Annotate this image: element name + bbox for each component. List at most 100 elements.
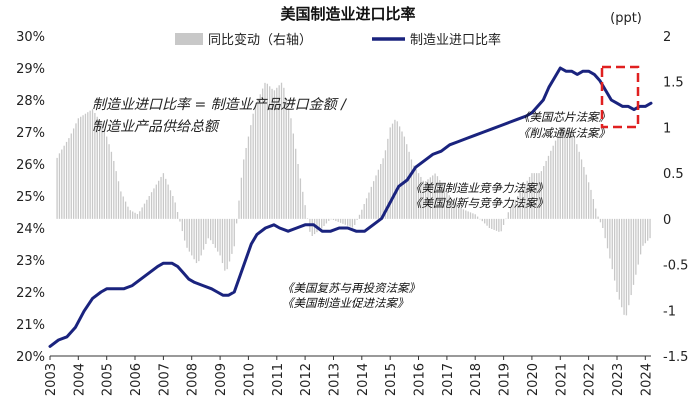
x-tick-label: 2013 bbox=[328, 363, 343, 396]
yoy-bar-124 bbox=[349, 218, 351, 227]
yoy-bar-62 bbox=[202, 218, 205, 250]
yoy-bar-13 bbox=[87, 112, 89, 219]
yoy-bar-21 bbox=[106, 136, 108, 219]
yoy-bar-223 bbox=[583, 167, 585, 219]
y-right-tick-label: 1.5 bbox=[663, 76, 684, 91]
yoy-bar-52 bbox=[179, 218, 181, 222]
yoy-bar-182 bbox=[486, 218, 488, 226]
yoy-bar-129 bbox=[361, 209, 363, 219]
x-tick-label: 2017 bbox=[441, 363, 456, 396]
yoy-bar-195 bbox=[517, 196, 519, 219]
yoy-bar-61 bbox=[200, 218, 202, 256]
formula-line-1: 制造业进口比率 = 制造业产品进口金额 / bbox=[92, 97, 347, 113]
yoy-bar-17 bbox=[96, 116, 98, 219]
yoy-bar-205 bbox=[540, 171, 543, 219]
yoy-bar-227 bbox=[592, 199, 595, 219]
yoy-bar-179 bbox=[479, 218, 481, 220]
x-tick-label: 2014 bbox=[356, 363, 371, 396]
yoy-bar-76 bbox=[235, 218, 238, 224]
yoy-bar-75 bbox=[233, 218, 235, 247]
yoy-bar-149 bbox=[408, 151, 410, 219]
y-right-tick-label: 1 bbox=[663, 121, 671, 136]
y-right-tick-label: 2 bbox=[663, 30, 671, 45]
yoy-bar-132 bbox=[368, 192, 370, 219]
yoy-bar-138 bbox=[382, 158, 384, 219]
formula-line-2: 制造业产品供给总额 bbox=[92, 119, 221, 135]
right-axis-unit: (ppt) bbox=[610, 11, 642, 26]
yoy-bar-160 bbox=[434, 173, 436, 219]
yoy-bar-153 bbox=[417, 173, 420, 219]
yoy-bar-24 bbox=[113, 160, 115, 219]
legend-line-label: 制造业进口比率 bbox=[410, 32, 501, 48]
x-tick-label: 2009 bbox=[214, 363, 229, 396]
yoy-bar-181 bbox=[484, 218, 486, 224]
yoy-bar-84 bbox=[254, 105, 257, 219]
yoy-bar-239 bbox=[621, 218, 623, 308]
yoy-bar-211 bbox=[554, 140, 557, 219]
yoy-bar-154 bbox=[420, 176, 422, 219]
yoy-bar-231 bbox=[602, 218, 604, 228]
yoy-bar-161 bbox=[436, 176, 439, 219]
x-tick-label: 2003 bbox=[44, 363, 59, 396]
yoy-bar-215 bbox=[564, 128, 566, 219]
yoy-bar-131 bbox=[365, 198, 368, 219]
yoy-bar-212 bbox=[557, 136, 559, 219]
yoy-bar-143 bbox=[394, 119, 396, 219]
yoy-bar-70 bbox=[221, 218, 224, 264]
yoy-bar-83 bbox=[252, 113, 254, 219]
yoy-bar-216 bbox=[566, 128, 569, 219]
yoy-bar-0 bbox=[56, 157, 58, 219]
yoy-bar-3 bbox=[63, 145, 65, 219]
yoy-bar-237 bbox=[616, 218, 618, 292]
yoy-bar-87 bbox=[261, 88, 264, 219]
yoy-bar-57 bbox=[191, 218, 193, 256]
yoy-bar-172 bbox=[462, 209, 465, 219]
yoy-bar-6 bbox=[70, 133, 72, 219]
yoy-bar-48 bbox=[169, 190, 172, 219]
x-tick-label: 2023 bbox=[611, 363, 626, 396]
yoy-bar-114 bbox=[325, 218, 328, 224]
yoy-bar-185 bbox=[493, 218, 495, 230]
yoy-bar-50 bbox=[174, 202, 176, 219]
y-left-tick-label: 20% bbox=[16, 350, 45, 365]
yoy-bar-60 bbox=[198, 218, 200, 262]
yoy-bar-162 bbox=[439, 180, 441, 219]
yoy-bar-97 bbox=[285, 97, 287, 219]
yoy-bar-72 bbox=[226, 218, 228, 270]
yoy-bar-33 bbox=[134, 212, 136, 219]
yoy-bar-220 bbox=[576, 144, 578, 219]
yoy-bar-27 bbox=[120, 191, 122, 219]
yoy-bar-20 bbox=[103, 128, 105, 219]
ratio-line bbox=[48, 66, 653, 348]
yoy-bar-2 bbox=[61, 149, 63, 219]
yoy-bar-152 bbox=[415, 169, 417, 219]
yoy-bar-56 bbox=[188, 218, 191, 252]
yoy-bar-221 bbox=[578, 151, 580, 219]
yoy-bar-121 bbox=[342, 218, 344, 224]
yoy-bar-42 bbox=[155, 184, 157, 219]
yoy-bar-208 bbox=[547, 155, 550, 219]
chart-title: 美国制造业进口比率 bbox=[280, 5, 415, 23]
yoy-bar-144 bbox=[396, 121, 398, 219]
y-right-tick-label: -1.5 bbox=[663, 350, 688, 365]
yoy-bar-71 bbox=[224, 218, 226, 271]
yoy-bar-214 bbox=[562, 130, 564, 219]
yoy-bar-233 bbox=[606, 218, 609, 249]
yoy-bar-80 bbox=[245, 148, 247, 219]
yoy-bar-98 bbox=[287, 108, 290, 219]
yoy-bar-228 bbox=[595, 208, 597, 219]
yoy-bar-96 bbox=[283, 87, 285, 219]
yoy-bar-8 bbox=[75, 123, 77, 219]
yoy-bar-40 bbox=[150, 192, 153, 219]
yoy-bar-108 bbox=[311, 218, 313, 236]
yoy-bar-125 bbox=[351, 218, 354, 228]
yoy-bar-157 bbox=[427, 179, 429, 219]
yoy-bar-54 bbox=[184, 218, 186, 241]
x-tick-label: 2016 bbox=[413, 363, 428, 396]
yoy-bar-130 bbox=[363, 204, 365, 219]
yoy-bar-236 bbox=[613, 218, 616, 281]
yoy-bar-251 bbox=[649, 218, 651, 239]
yoy-bar-1 bbox=[58, 153, 61, 219]
yoy-bar-248 bbox=[642, 218, 644, 246]
y-right-tick-label: -0.5 bbox=[663, 259, 688, 274]
